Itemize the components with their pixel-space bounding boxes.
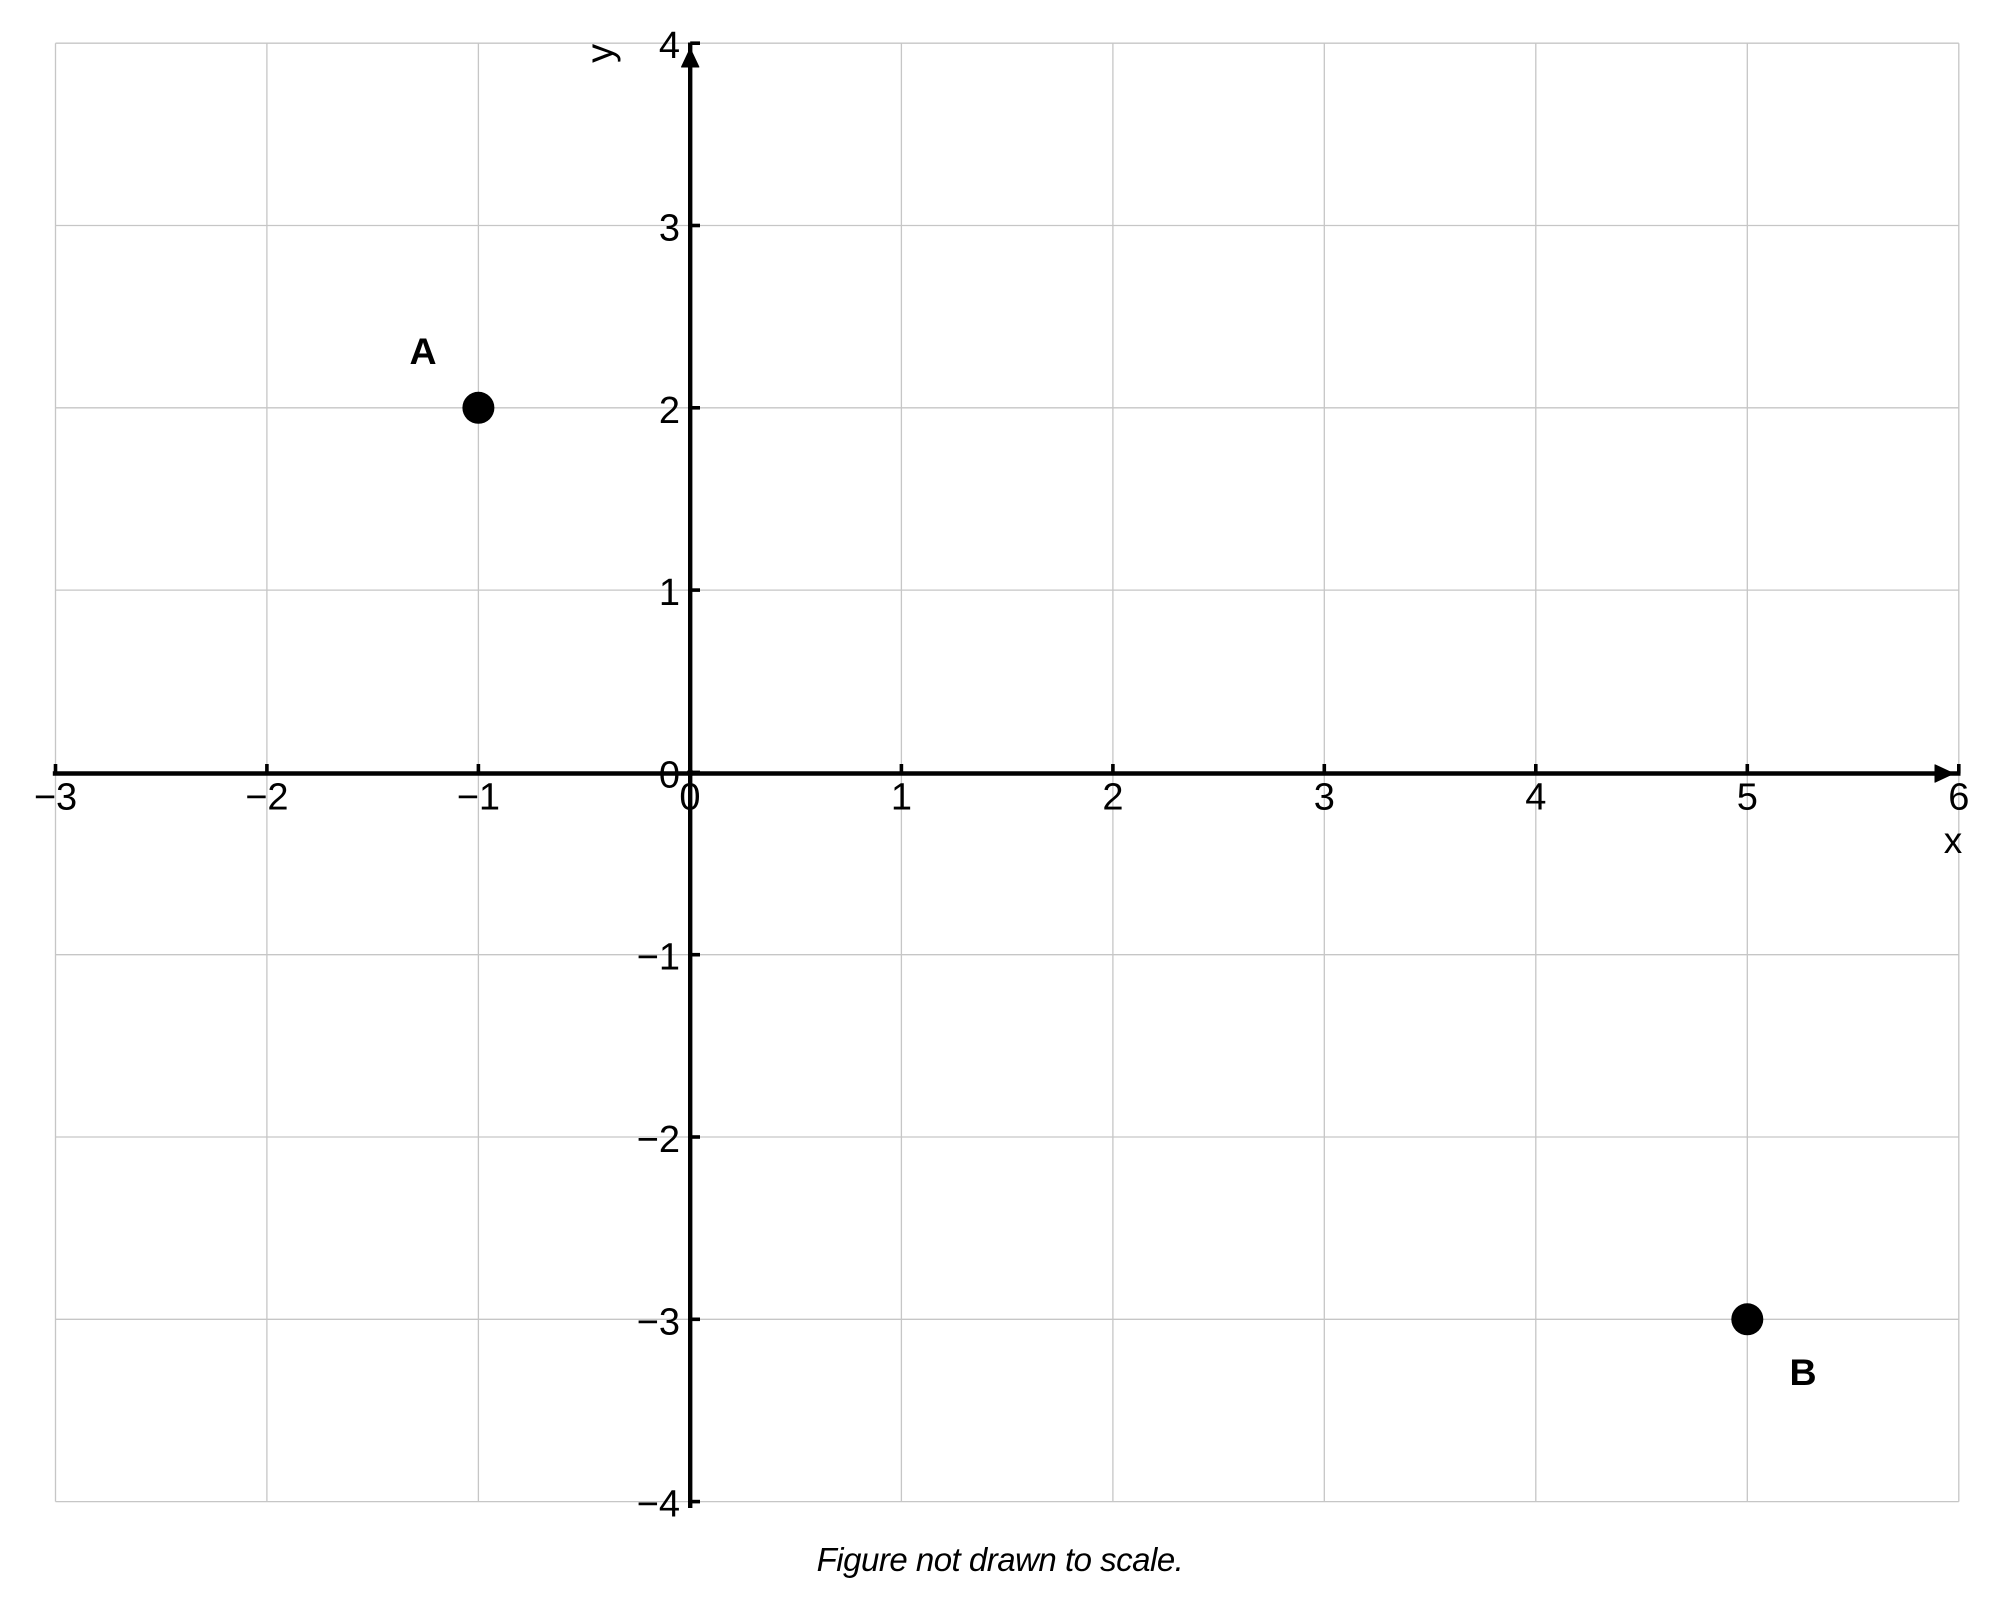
svg-text:4: 4 — [659, 25, 680, 67]
svg-text:−3: −3 — [34, 777, 77, 819]
svg-text:−2: −2 — [637, 1119, 680, 1161]
svg-text:1: 1 — [891, 777, 912, 819]
svg-text:A: A — [409, 330, 436, 372]
svg-text:−2: −2 — [245, 777, 288, 819]
svg-text:−1: −1 — [457, 777, 500, 819]
svg-text:−3: −3 — [637, 1301, 680, 1343]
svg-text:3: 3 — [1314, 777, 1335, 819]
svg-text:−4: −4 — [637, 1484, 680, 1526]
svg-text:1: 1 — [659, 572, 680, 614]
svg-text:y: y — [580, 44, 622, 63]
svg-text:Figure not drawn to scale.: Figure not drawn to scale. — [817, 1541, 1184, 1578]
svg-text:6: 6 — [1948, 777, 1969, 819]
svg-text:0: 0 — [679, 777, 700, 819]
svg-text:0: 0 — [659, 754, 680, 796]
svg-text:B: B — [1789, 1351, 1816, 1393]
svg-text:−1: −1 — [637, 937, 680, 979]
svg-text:2: 2 — [659, 390, 680, 432]
svg-text:3: 3 — [659, 208, 680, 250]
svg-text:4: 4 — [1525, 777, 1546, 819]
svg-text:2: 2 — [1102, 777, 1123, 819]
svg-text:x: x — [1944, 820, 1963, 861]
svg-text:5: 5 — [1737, 777, 1758, 819]
